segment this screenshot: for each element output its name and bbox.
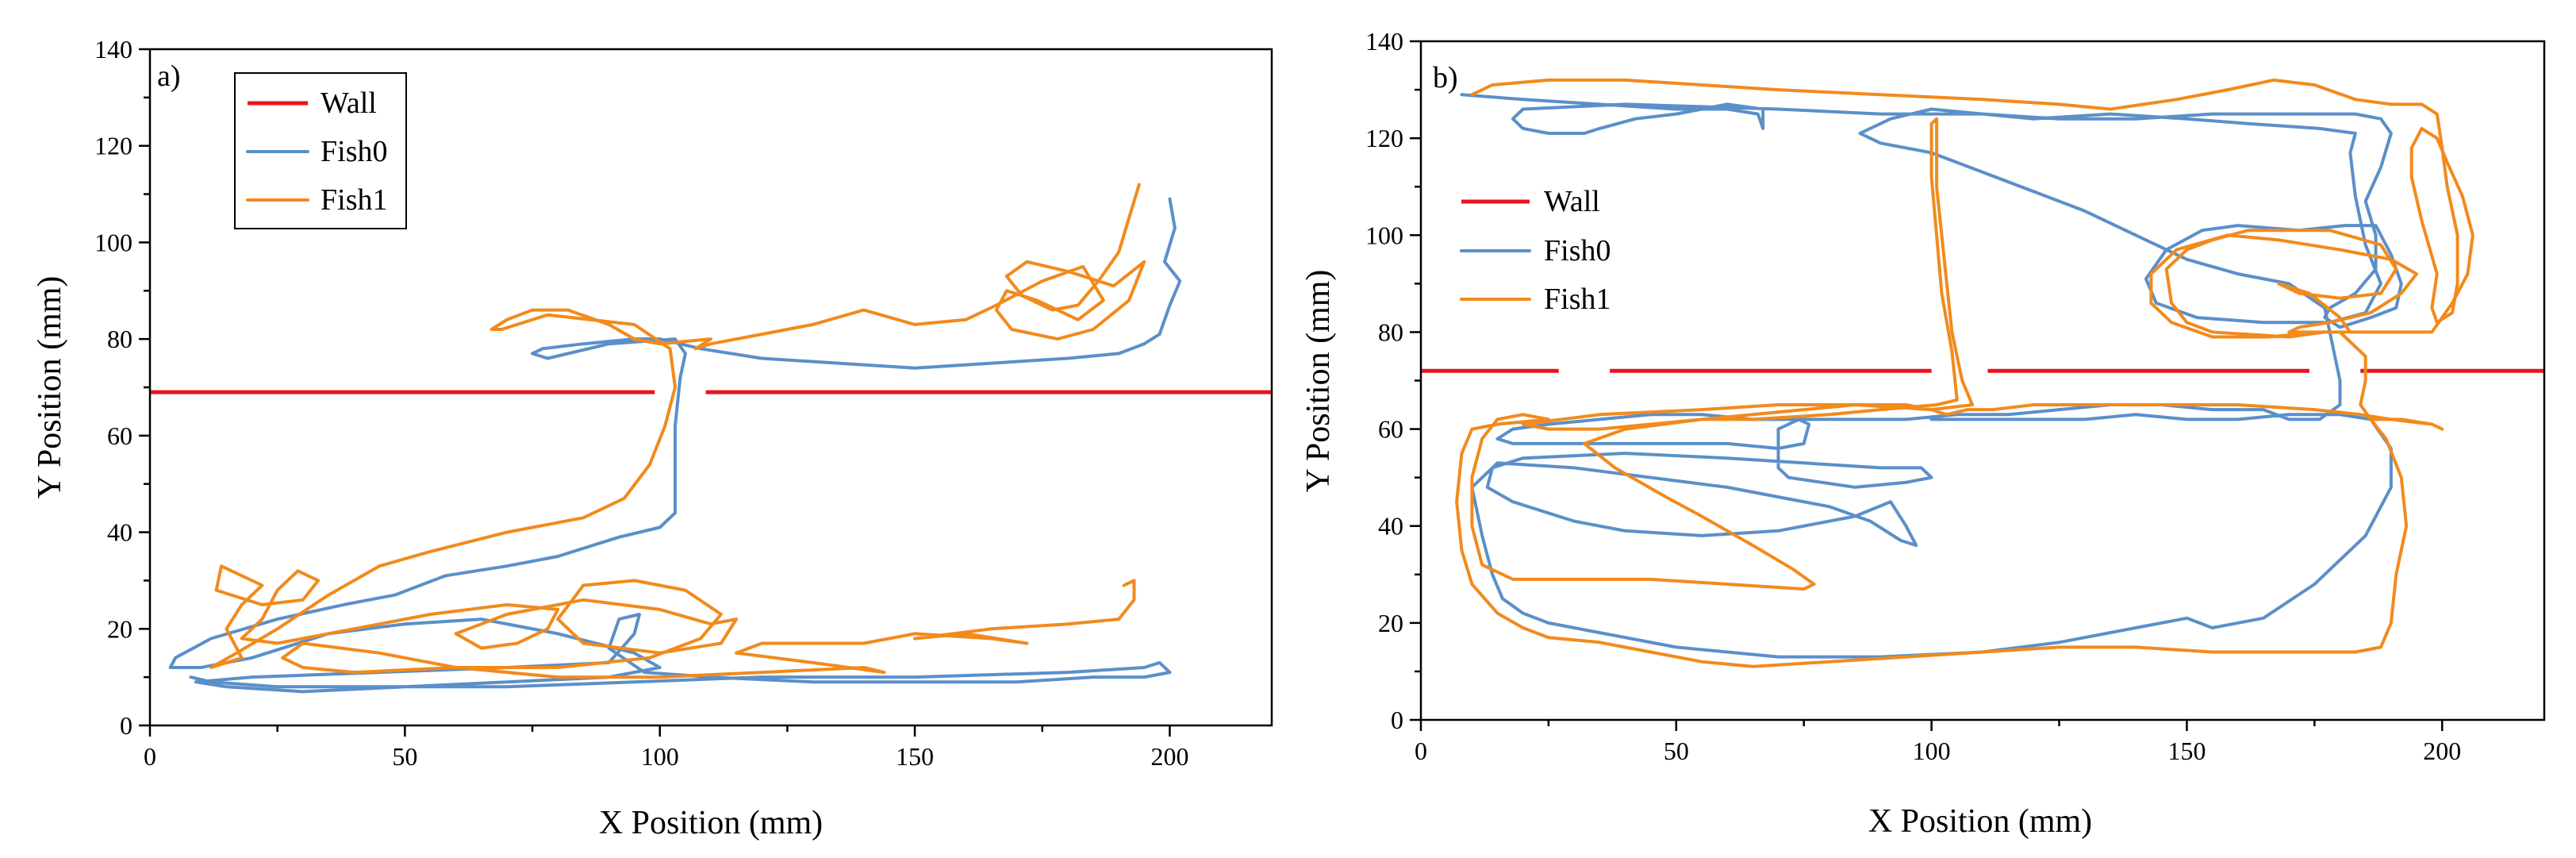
panel-b: 0 50 100 150 200 0 20 40 60 80 100 120 140 b) X Posi… <box>1300 27 2546 840</box>
panel-a-y-tick-label-100: 100 <box>94 228 132 256</box>
panel-b-label: b) <box>1433 61 1458 94</box>
panel-b-ticks: 0 50 100 150 200 0 20 40 60 80 100 120 140 <box>1365 27 2461 765</box>
panel-b-y-axis-title: Y Position (mm) <box>1300 270 1337 493</box>
panel-a-y-tick-label-60: 60 <box>107 421 132 450</box>
panel-b-y-tick-label-80: 80 <box>1378 317 1403 346</box>
panel-a-x-tick-label-0: 0 <box>144 742 156 771</box>
panel-a-legend-fish1-label: Fish1 <box>321 183 387 217</box>
panel-a-y-tick-label-20: 20 <box>107 614 132 643</box>
panel-b-legend: Wall Fish0 Fish1 <box>1460 185 1610 316</box>
panel-a-x-tick-label-150: 150 <box>896 742 934 771</box>
panel-b-x-tick-label-200: 200 <box>2423 737 2461 765</box>
panel-a-x-tick-label-100: 100 <box>641 742 679 771</box>
panel-b-fish0-trajectory <box>1460 93 2403 659</box>
panel-b-y-tick-label-20: 20 <box>1378 609 1403 637</box>
panel-b-legend-fish0-label: Fish0 <box>1544 234 1610 267</box>
panel-b-y-tick-label-40: 40 <box>1378 512 1403 541</box>
panel-b-x-axis-title: X Position (mm) <box>1868 803 2092 840</box>
panel-a-fish0-trajectory <box>168 197 1182 694</box>
panel-b-x-tick-label-50: 50 <box>1664 737 1689 765</box>
panel-b-plot-clip-group <box>1421 78 2544 668</box>
panel-b-plot-frame <box>1419 40 2546 721</box>
panel-b-y-tick-label-60: 60 <box>1378 415 1403 444</box>
panel-a-y-axis-title: Y Position (mm) <box>32 276 68 499</box>
panel-a-y-tick-label-0: 0 <box>120 711 132 740</box>
panel-b-fish1-trajectory <box>1455 78 2474 668</box>
panel-b-legend-wall-label: Wall <box>1544 185 1600 218</box>
panel-a-legend-wall-label: Wall <box>321 87 377 120</box>
panel-a-x-tick-label-200: 200 <box>1150 742 1188 771</box>
panel-a-fish1-trajectory <box>209 183 1146 679</box>
panel-a-ticks: 0 50 100 150 200 0 20 40 60 80 100 120 140 <box>94 35 1188 771</box>
panel-a-x-axis-title: X Position (mm) <box>599 805 823 841</box>
panel-a-legend: Wall Fish0 Fish1 <box>234 72 407 229</box>
panel-a-label: a) <box>157 60 181 93</box>
panel-a-y-tick-label-140: 140 <box>94 35 132 63</box>
panel-a-series <box>150 183 1272 694</box>
panel-a-y-tick-label-40: 40 <box>107 518 132 547</box>
panel-a-y-tick-label-80: 80 <box>107 325 132 353</box>
panel-b-y-tick-label-120: 120 <box>1365 124 1403 152</box>
panel-b-y-tick-label-0: 0 <box>1391 706 1403 734</box>
panel-b-y-tick-label-100: 100 <box>1365 221 1403 249</box>
panel-a-plot-clip-group <box>150 183 1272 694</box>
panel-b-x-tick-label-0: 0 <box>1415 737 1427 765</box>
panel-b-y-tick-label-140: 140 <box>1365 27 1403 56</box>
panel-b-x-tick-label-150: 150 <box>2167 737 2206 765</box>
panel-a-x-tick-label-50: 50 <box>392 742 417 771</box>
panel-a: 0 50 100 150 200 0 20 40 60 80 100 120 140 a) X Posi… <box>32 35 1273 841</box>
panel-a-legend-fish0-label: Fish0 <box>321 135 387 168</box>
panel-b-series <box>1421 78 2544 668</box>
panel-b-x-tick-label-100: 100 <box>1913 737 1951 765</box>
panel-b-legend-fish1-label: Fish1 <box>1544 283 1610 316</box>
panel-a-y-tick-label-120: 120 <box>94 132 132 160</box>
